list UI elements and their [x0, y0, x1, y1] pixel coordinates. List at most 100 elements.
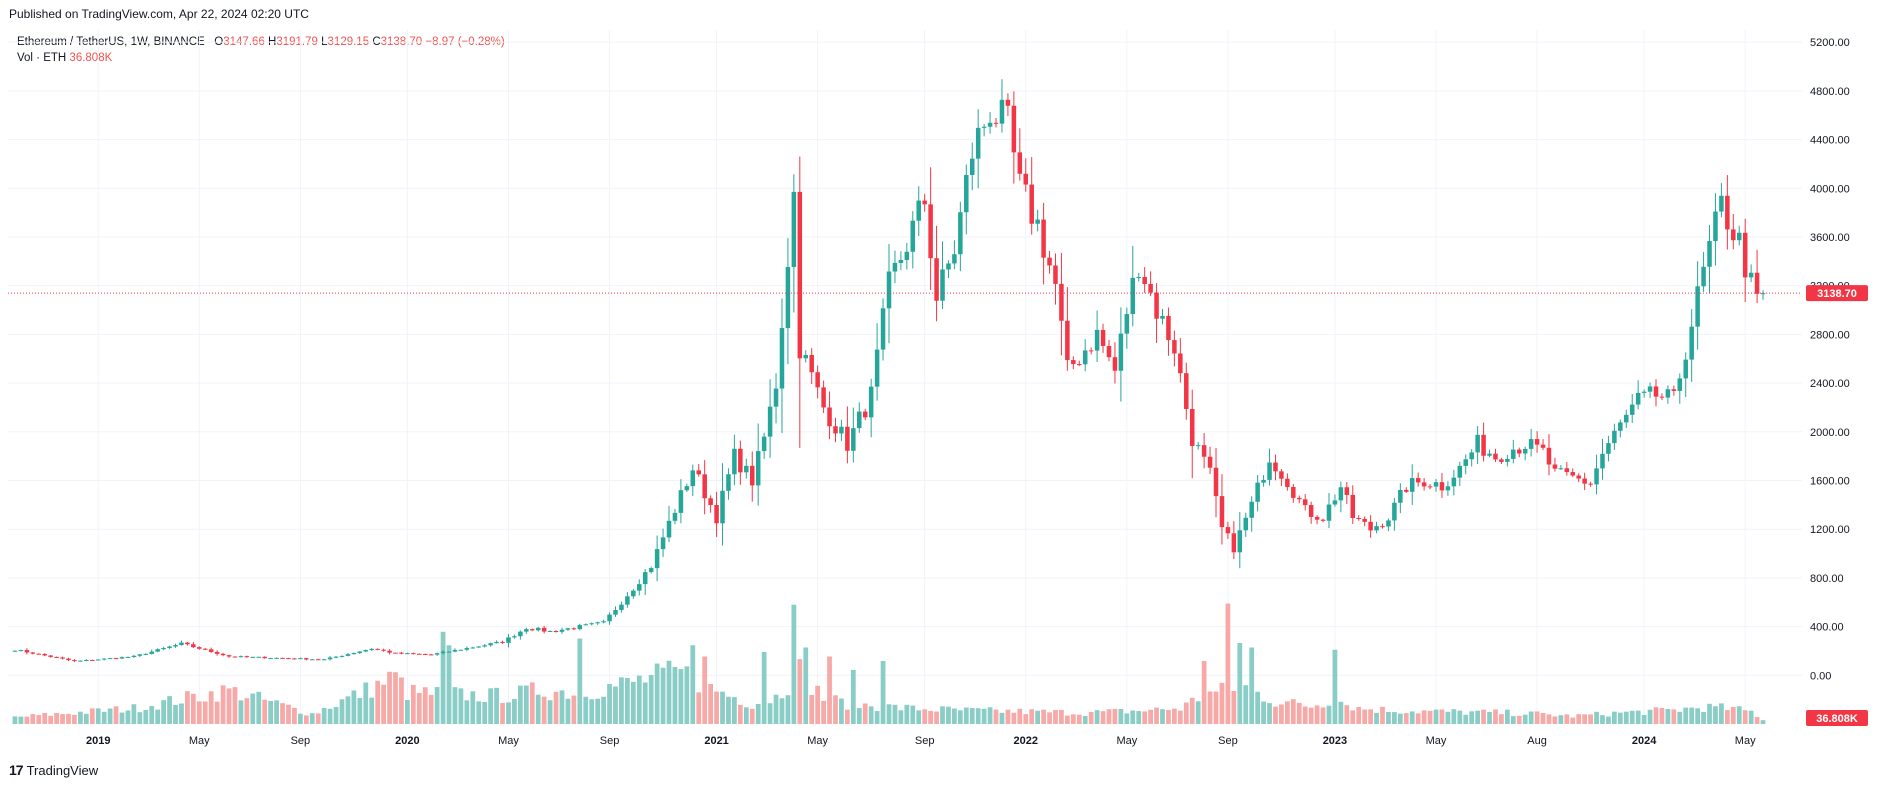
candle-body — [12, 650, 18, 652]
candle-body — [607, 614, 612, 622]
candle-body — [78, 660, 83, 662]
y-tick-label: 2800.00 — [1810, 329, 1850, 341]
volume-bar — [898, 710, 904, 724]
candle-body — [1189, 408, 1195, 446]
volume-bar — [1320, 707, 1326, 724]
candle-body — [1285, 478, 1290, 487]
volume-bar — [737, 704, 743, 724]
candle-body — [559, 629, 565, 632]
volume-bar — [636, 675, 642, 724]
candle-body — [268, 658, 273, 660]
candle-body — [1386, 520, 1391, 527]
volume-bar — [797, 659, 803, 724]
candle-body — [827, 407, 832, 427]
candle-body — [642, 572, 648, 585]
volume-bar — [1207, 691, 1213, 724]
candle-body — [1659, 396, 1665, 398]
volume-bar — [72, 714, 77, 724]
volume-bar — [803, 647, 809, 724]
volume-bar — [1076, 714, 1082, 724]
volume-bar — [1754, 717, 1760, 724]
y-tick-label: 800.00 — [1810, 573, 1844, 585]
volume-bar — [642, 682, 648, 724]
volume-bar — [286, 704, 291, 724]
volume-bar — [1528, 711, 1534, 724]
candle-body — [1707, 241, 1712, 267]
candle-body — [666, 520, 672, 538]
volume-bar — [167, 696, 172, 724]
candle-body — [1427, 486, 1433, 488]
volume-bar — [916, 710, 922, 724]
candle-body — [315, 659, 321, 661]
candle-body — [422, 653, 428, 655]
candle-body — [42, 653, 47, 656]
volume-bar — [779, 698, 785, 724]
volume-bar — [1665, 709, 1671, 724]
candle-body — [179, 642, 184, 646]
candle-body — [280, 657, 285, 659]
x-tick-label: Aug — [1527, 735, 1547, 747]
volume-bar — [1606, 716, 1611, 724]
volume-bar — [1059, 709, 1064, 724]
candle-body — [131, 655, 137, 657]
volume-bar — [226, 688, 232, 724]
candle-body — [714, 504, 719, 524]
volume-bar — [702, 656, 708, 724]
candle-body — [1077, 364, 1082, 366]
volume-bar — [1189, 697, 1195, 724]
candle-body — [1136, 277, 1141, 279]
candle-body — [363, 650, 369, 652]
candle-body — [583, 624, 589, 626]
candle-body — [1552, 464, 1558, 469]
candle-body — [125, 656, 131, 658]
candle-body — [565, 628, 571, 630]
candle-body — [589, 623, 594, 625]
volume-bar — [1296, 702, 1302, 724]
volume-bar — [1064, 715, 1070, 724]
candle-body — [1118, 333, 1124, 371]
candle-body — [1499, 459, 1504, 462]
x-tick-label: 2023 — [1323, 735, 1347, 747]
candle-body — [1558, 468, 1564, 470]
volume-bar — [1730, 706, 1736, 724]
volume-bar — [1475, 710, 1481, 724]
volume-bar — [708, 684, 714, 724]
volume-bar — [1344, 705, 1350, 724]
volume-bar — [1713, 706, 1718, 724]
volume-bar — [1284, 701, 1290, 724]
volume-bar — [1487, 711, 1492, 724]
volume-bar — [940, 706, 945, 724]
volume-bar — [856, 708, 862, 724]
candle-body — [767, 406, 773, 437]
candle-body — [577, 625, 583, 630]
candle-body — [137, 654, 143, 656]
candle-body — [220, 653, 226, 656]
candle-body — [494, 641, 499, 644]
volume-bar — [339, 699, 345, 724]
candle-body — [678, 490, 684, 513]
candle-body — [964, 174, 969, 213]
candle-body — [304, 658, 309, 660]
price-chart[interactable]: 5200.004800.004400.004000.003600.003200.… — [0, 22, 1883, 762]
volume-bar — [173, 705, 178, 724]
candle-body — [1695, 286, 1700, 327]
volume-bar — [761, 652, 767, 724]
volume-bar — [476, 701, 482, 724]
volume-bar — [482, 702, 488, 724]
volume-bar — [89, 708, 95, 724]
volume-bar — [541, 696, 547, 724]
candle-body — [1166, 315, 1171, 341]
volume-bar — [232, 687, 238, 724]
volume-bar — [1201, 661, 1207, 724]
candle-body — [1421, 482, 1427, 487]
volume-bar — [1701, 711, 1706, 724]
candle-body — [18, 650, 24, 652]
volume-bar — [981, 708, 987, 724]
volume-bar — [1094, 710, 1100, 724]
volume-bar — [1035, 710, 1041, 724]
candle-body — [1332, 500, 1338, 505]
volume-bar — [48, 715, 54, 724]
volume-bar — [202, 701, 208, 724]
candle-body — [72, 660, 77, 662]
candle-body — [1082, 350, 1088, 365]
